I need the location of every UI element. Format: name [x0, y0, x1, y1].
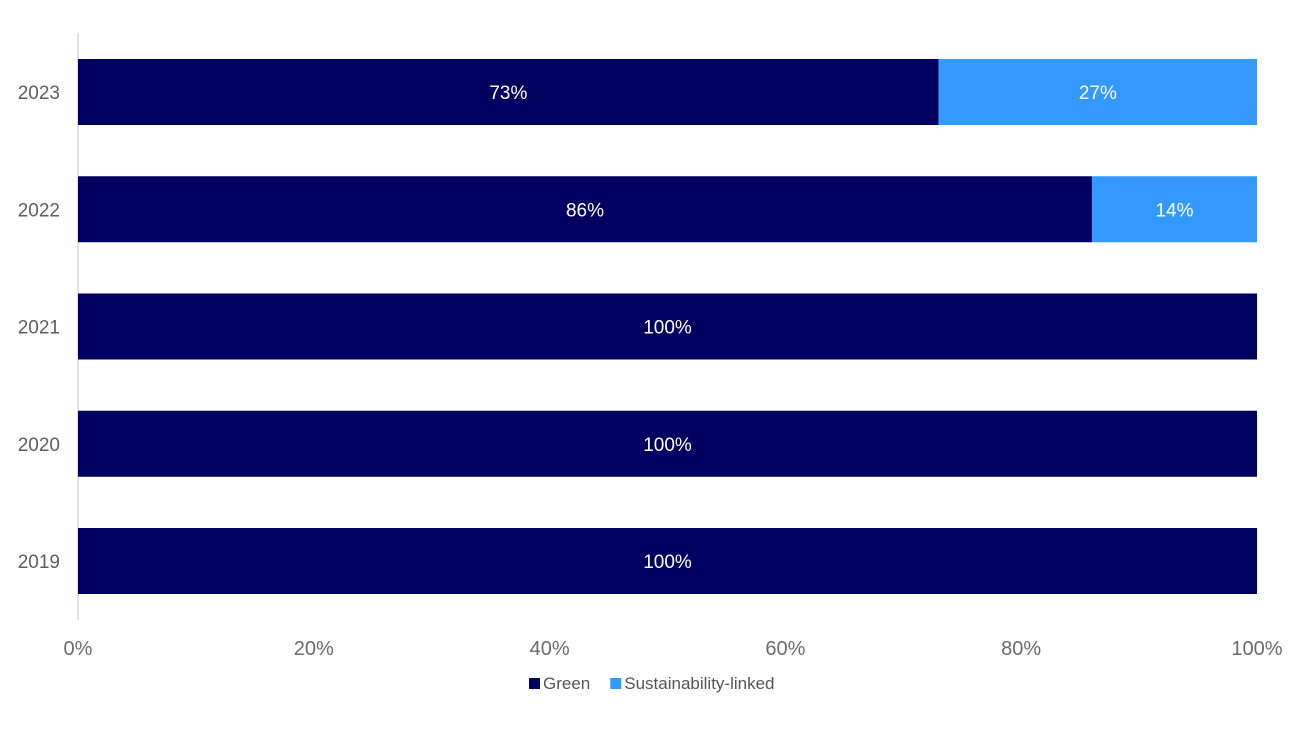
- data-label: 100%: [643, 435, 692, 456]
- x-tick-label: 40%: [530, 638, 570, 660]
- bar-segment-2022-sustainability-linked: [1091, 176, 1257, 243]
- x-tick-label: 80%: [1001, 638, 1041, 660]
- category-labels: 2023 2022 2021 2020 2019: [18, 83, 60, 573]
- data-label: 100%: [643, 552, 692, 573]
- data-label: 73%: [489, 83, 527, 104]
- bar-segment-2023-green: [78, 59, 939, 125]
- data-label: 27%: [1079, 83, 1117, 104]
- legend-swatch-sustainability-linked: [610, 678, 622, 689]
- bar-segment-2019-green: [78, 528, 1257, 594]
- x-tick-label: 100%: [1231, 638, 1282, 660]
- x-tick-label: 20%: [294, 638, 334, 660]
- category-label: 2022: [18, 200, 60, 221]
- x-tick-label: 0%: [64, 638, 93, 660]
- x-tick-label: 60%: [765, 638, 805, 660]
- x-tick-labels: 0% 20% 40% 60% 80% 100%: [64, 638, 1283, 660]
- legend-label: Green: [543, 674, 590, 693]
- bar-segment-2021-green: [78, 293, 1257, 360]
- bar-segment-2022-green: [78, 176, 1092, 243]
- category-label: 2019: [18, 552, 60, 573]
- category-label: 2020: [18, 435, 60, 456]
- data-label: 14%: [1155, 200, 1193, 221]
- data-label: 100%: [643, 318, 692, 339]
- bar-segment-2023-sustainability-linked: [938, 59, 1257, 125]
- category-label: 2021: [18, 318, 60, 339]
- legend-label: Sustainability-linked: [624, 674, 774, 693]
- data-label: 86%: [566, 200, 604, 221]
- bars: 73% 27% 86% 14% 100% 100% 100%: [78, 59, 1257, 594]
- category-label: 2023: [18, 83, 60, 104]
- legend-swatch-green: [529, 678, 540, 689]
- bar-segment-2020-green: [78, 410, 1257, 477]
- legend: Green Sustainability-linked: [529, 674, 775, 693]
